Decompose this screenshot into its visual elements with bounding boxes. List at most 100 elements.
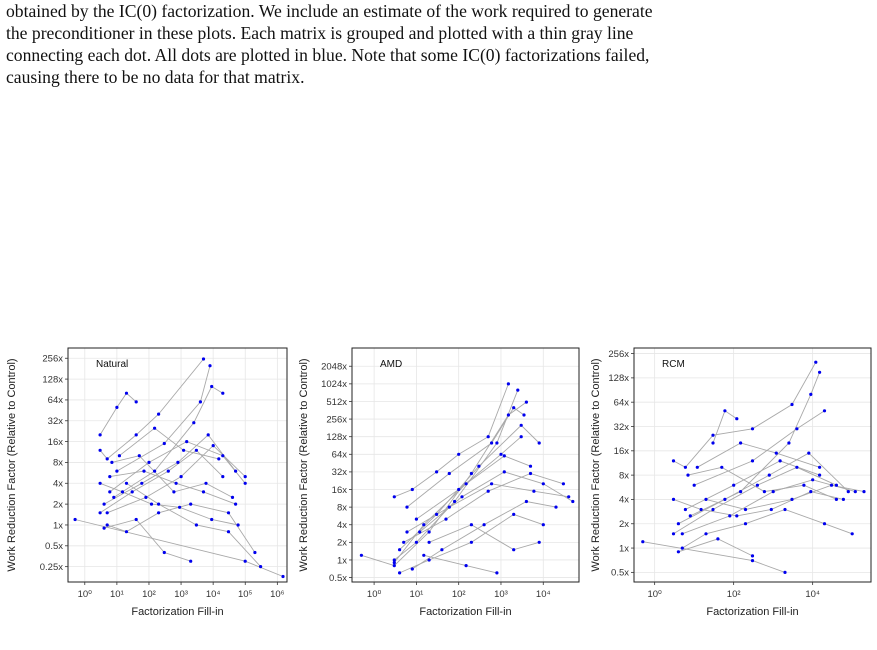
data-point [162,441,166,446]
data-point [153,469,157,473]
data-point [130,490,134,494]
data-point [392,558,396,562]
data-point [447,505,451,509]
data-point [720,465,724,469]
x-axis-title: Factorization Fill-in [131,606,223,618]
data-point [105,523,109,527]
data-point [134,400,138,404]
data-point [683,507,687,512]
data-point [841,497,845,501]
data-point [482,523,486,527]
matrix-group-line [428,524,540,551]
y-tick-label: 128x [42,374,63,385]
data-point [157,412,161,416]
data-point [427,558,431,562]
data-point [680,546,684,550]
matrix-group-line [416,436,522,520]
x-tick-label: 10⁵ [238,589,253,600]
data-point [414,540,418,544]
data-point [427,540,431,544]
data-point [243,481,247,485]
data-point [811,478,815,482]
chart-amd: 10⁰ 10¹ 10² 10³ 10⁴ 0.5x 1x 2x 4x 8x 16x 32x 64x 128x… [298,347,580,618]
data-point [522,413,526,417]
data-point [512,548,516,552]
data-point [519,423,523,427]
matrix-group-line [673,361,817,468]
data-point [537,540,541,544]
matrix-group-line [394,383,509,498]
data-point [486,435,490,439]
data-point [73,517,77,522]
data-point [671,459,676,463]
data-point [453,499,457,504]
data-point [641,540,645,544]
data-point [711,433,715,437]
data-point [469,471,473,476]
data-point [486,489,490,493]
x-tick-label: 10³ [494,589,508,600]
paragraph-line: the preconditioner in these plots. Each … [6,23,634,43]
data-point [189,559,193,563]
data-point [723,409,727,413]
data-point [767,473,771,477]
y-tick-label: 128x [326,432,347,443]
data-point [243,475,247,479]
data-point [732,483,736,487]
data-point [208,364,212,368]
data-point [506,413,510,417]
data-point [506,382,510,386]
data-point [735,417,739,421]
data-point [192,421,196,425]
data-point [502,470,506,474]
data-point [516,388,520,392]
data-point [834,497,838,501]
data-point [112,495,116,499]
data-point [217,457,221,461]
data-point [447,471,451,476]
data-point [464,482,468,486]
x-axis-title: Factorization Fill-in [706,606,798,618]
data-point [234,469,238,473]
data-point [182,448,186,452]
plot-border [633,347,872,583]
matrix-group-line [99,392,137,436]
data-point [862,490,866,494]
data-point [464,564,468,568]
data-point [512,512,516,516]
data-point [802,483,806,487]
data-point [809,392,813,396]
data-point [198,400,202,404]
data-point [120,490,125,494]
matrix-group-line [697,442,820,468]
x-tick-label: 10⁴ [805,589,820,600]
data-point [172,490,176,494]
x-tick-label: 10² [452,589,466,600]
data-point [716,537,720,541]
y-tick-label: 32x [614,422,630,433]
x-tick-label: 10⁴ [206,589,221,600]
data-point [134,517,138,522]
data-point [783,570,787,574]
data-point [211,444,215,448]
data-point [194,523,198,527]
data-point [185,440,189,444]
data-point [743,507,748,512]
data-point [226,511,231,515]
x-tick-label: 10⁰ [647,589,662,600]
data-point [427,530,431,534]
y-tick-label: 2x [337,538,347,549]
panel-label: Natural [96,359,128,370]
y-axis-title: Work Reduction Factor (Relative to Contr… [298,358,310,571]
matrix-group-line [99,482,239,526]
data-point [422,523,426,527]
data-point [221,391,225,395]
data-point [457,452,461,456]
matrix-group-line [678,538,753,557]
data-point [115,405,119,409]
data-point [226,530,231,534]
data-point [142,469,146,473]
data-point [444,517,448,521]
data-point [774,451,778,455]
data-point [688,514,692,518]
